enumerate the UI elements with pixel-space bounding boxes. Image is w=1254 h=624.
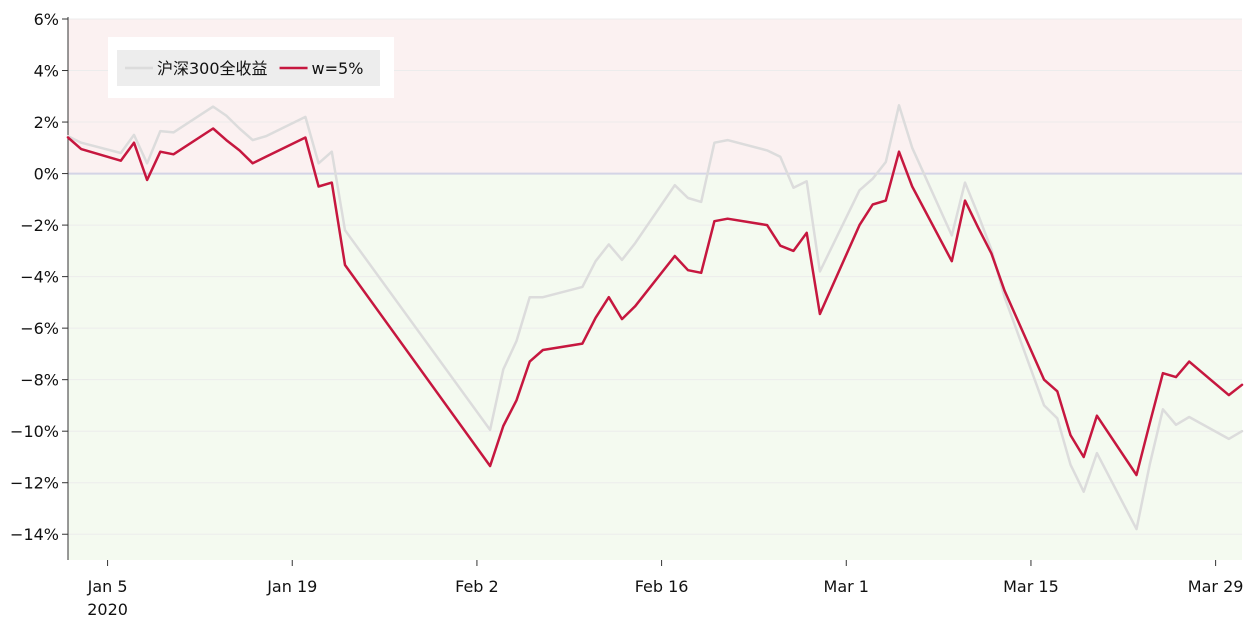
series-line-1 [66, 127, 1244, 477]
y-tick-label: 4% [34, 62, 59, 81]
y-tick-label: −2% [20, 216, 59, 235]
x-tick-label: Mar 1 [824, 577, 869, 596]
y-tick-label: 0% [34, 165, 59, 184]
x-tick-label: Jan 5 [87, 577, 128, 596]
gridlines [68, 18, 1242, 535]
x-tick-sublabel: 2020 [87, 600, 128, 619]
legend: 沪深300全收益 w=5% [108, 37, 394, 98]
y-tick-label: −10% [10, 422, 59, 441]
x-axis-ticks: Jan 5 2020 Jan 19 Feb 2 Feb 16 Mar 1 Mar 15 Mar… [87, 560, 1244, 619]
legend-label-0: 沪深300全收益 [157, 59, 268, 78]
y-tick-label: −12% [10, 474, 59, 493]
legend-inner [117, 50, 380, 86]
series-lines [66, 104, 1244, 531]
y-tick-label: 2% [34, 113, 59, 132]
y-tick-label: −8% [20, 371, 59, 390]
y-tick-label: −6% [20, 319, 59, 338]
series-line-0 [66, 104, 1244, 531]
x-tick-label: Feb 16 [635, 577, 689, 596]
x-tick-label: Mar 29 [1188, 577, 1244, 596]
y-axis-ticks: 6% 4% 2% 0% −2% −4% −6% −8% −10% −12% −14% [10, 10, 68, 544]
y-tick-label: 6% [34, 10, 59, 29]
x-tick-label: Jan 19 [266, 577, 317, 596]
x-tick-label: Feb 2 [455, 577, 499, 596]
y-tick-label: −14% [10, 525, 59, 544]
background-band-1 [68, 173, 1242, 561]
y-tick-label: −4% [20, 268, 59, 287]
legend-label-1: w=5% [312, 59, 364, 78]
background-bands [68, 19, 1242, 561]
x-tick-label: Mar 15 [1003, 577, 1059, 596]
